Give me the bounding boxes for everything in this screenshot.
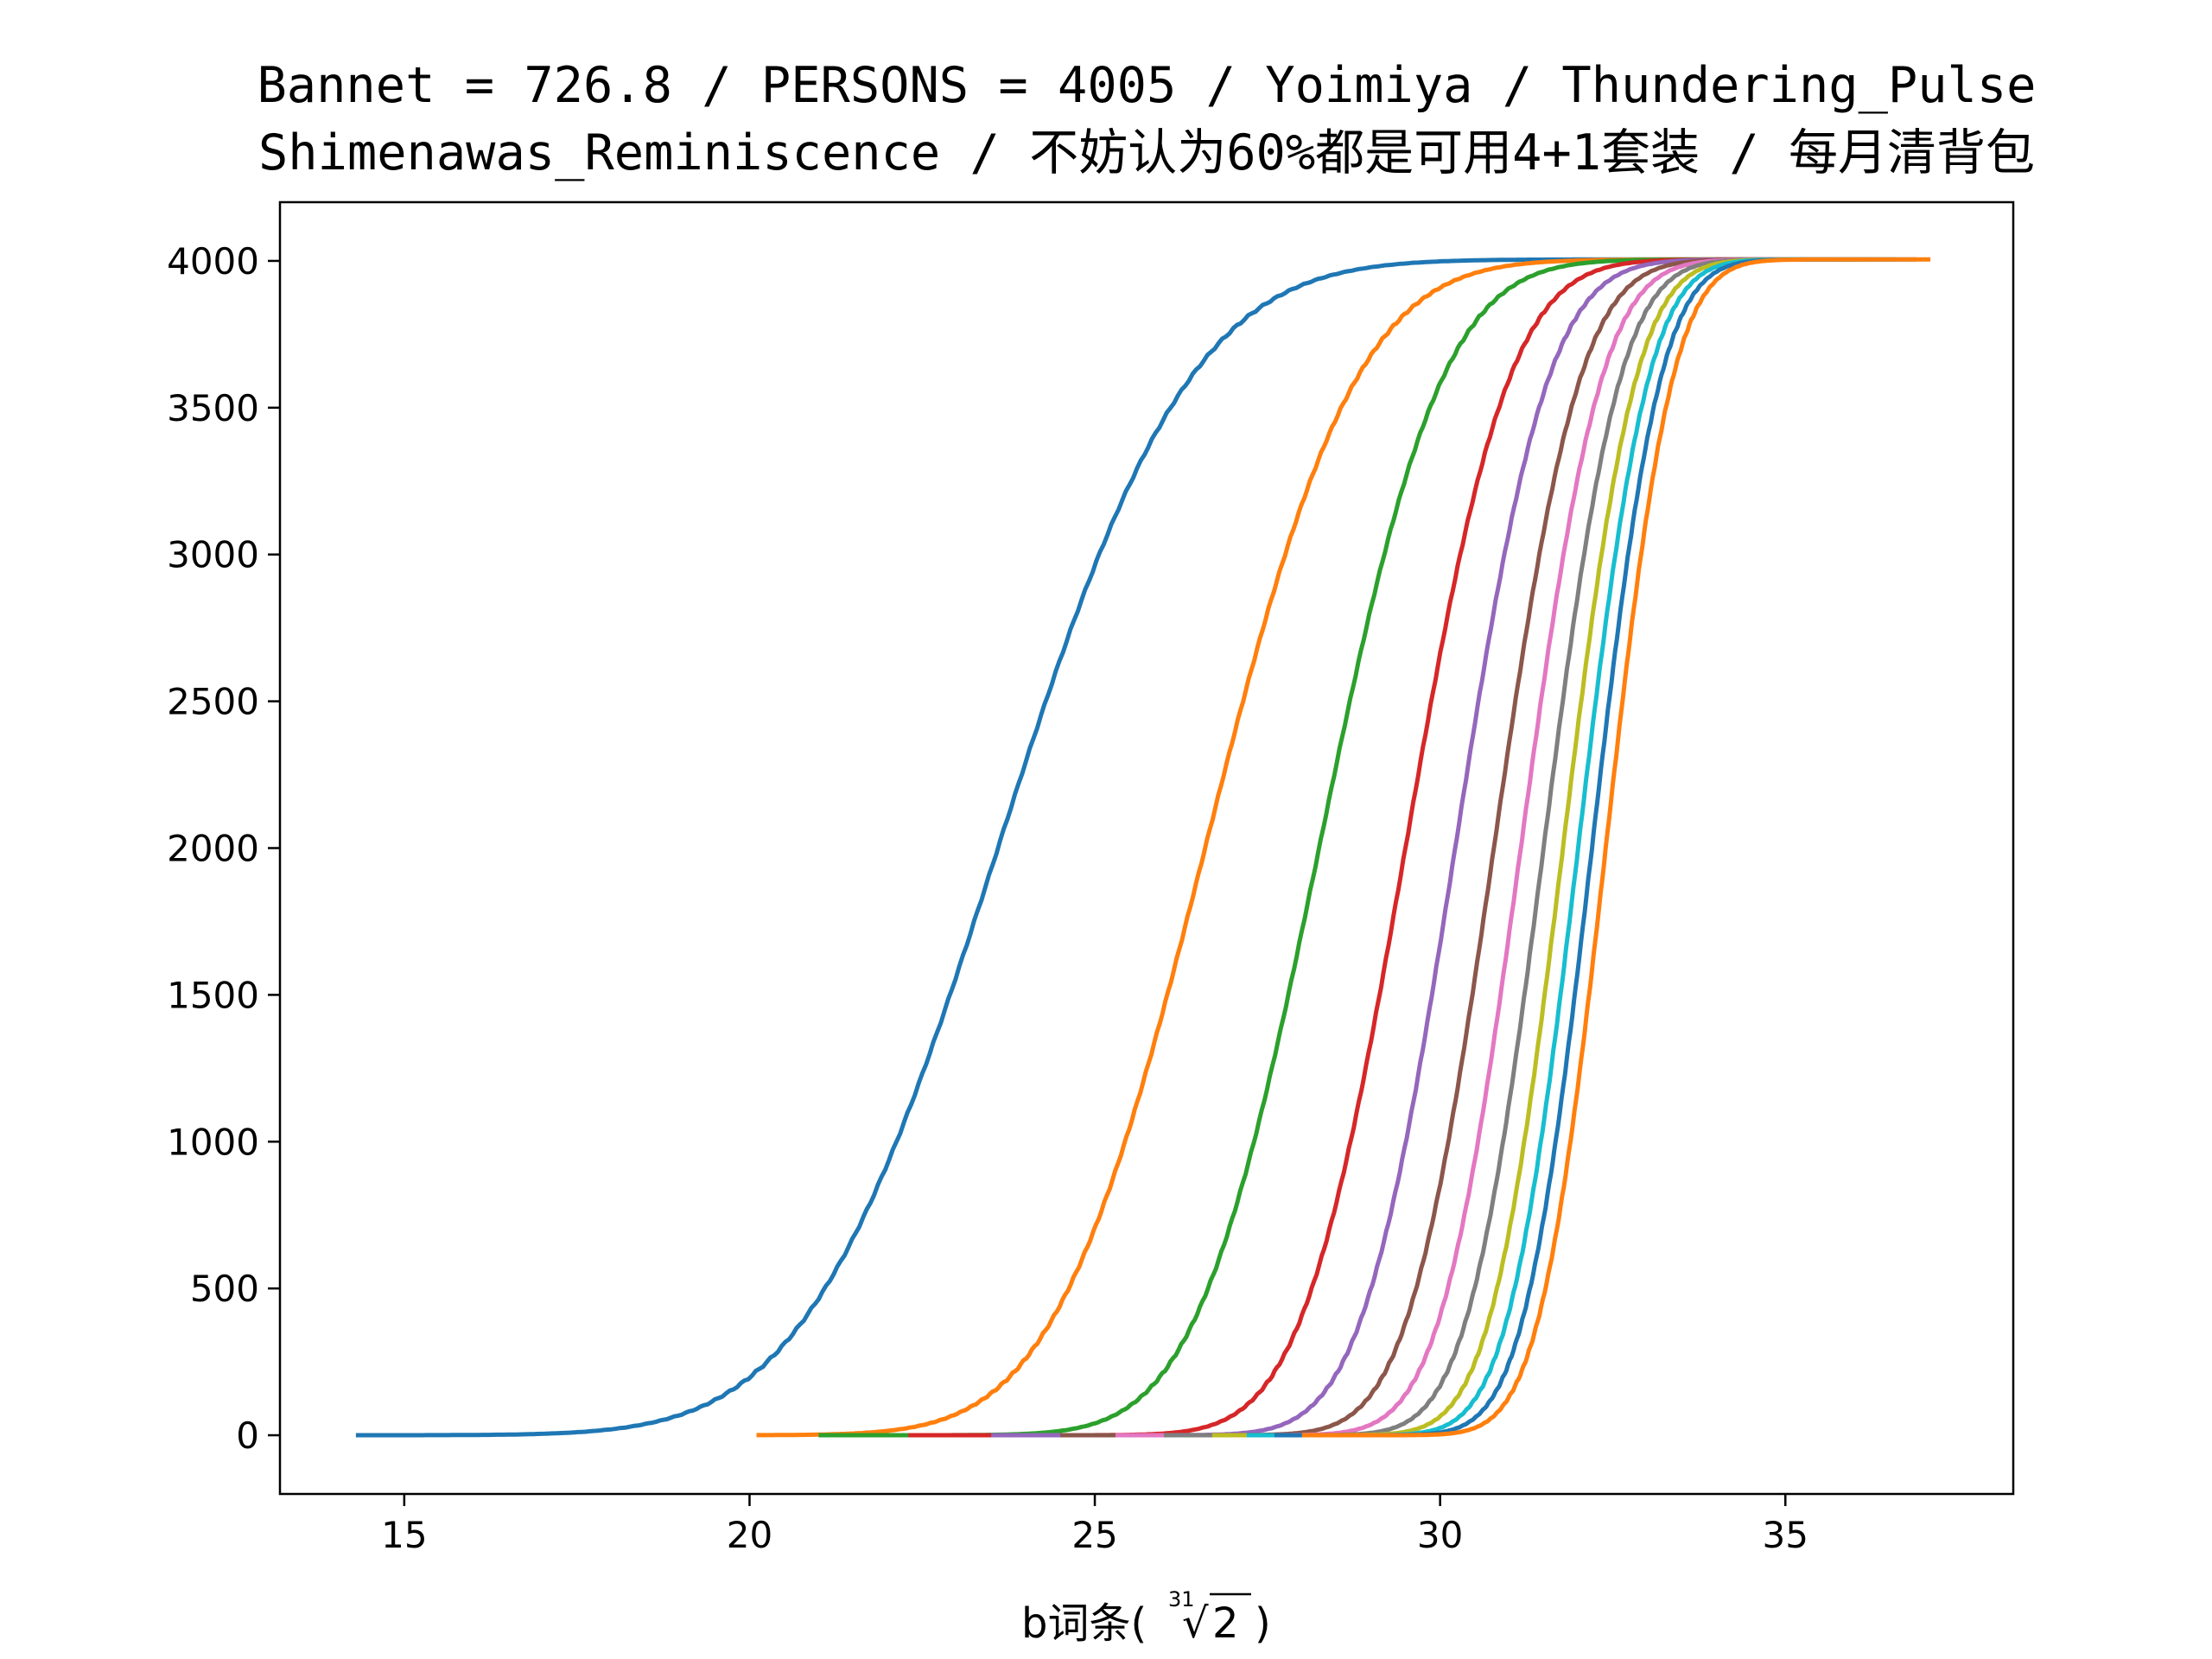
series-line-2 xyxy=(756,257,1758,1438)
x-axis-label-root-symbol: √ xyxy=(1182,1599,1209,1648)
y-tick-label: 3000 xyxy=(167,534,259,576)
y-tick-label: 0 xyxy=(236,1414,259,1457)
series-line-12 xyxy=(1301,257,1931,1438)
y-tick-label: 1500 xyxy=(167,974,259,1016)
x-tick-label: 30 xyxy=(1417,1514,1463,1556)
y-tick-label: 3500 xyxy=(167,387,259,429)
chart-title-line-1: Bannet = 726.8 / PERSONS = 4005 / Yoimiy… xyxy=(257,57,2036,114)
series-lines xyxy=(355,257,1931,1438)
x-tick-label: 20 xyxy=(727,1514,772,1556)
y-tick-label: 500 xyxy=(190,1268,259,1310)
x-axis: 15 20 25 30 35 xyxy=(381,1494,1808,1556)
y-tick-label: 2000 xyxy=(167,828,259,870)
chart-title-line-2: Shimenawas_Reminiscence / 不妨认为60%都是可用4+1… xyxy=(258,124,2035,181)
x-axis-label-radicand: 2 xyxy=(1212,1599,1239,1648)
y-axis: 0 500 1000 1500 2000 2500 3000 3500 4000 xyxy=(167,240,280,1457)
y-tick-label: 1000 xyxy=(167,1121,259,1163)
series-line-1 xyxy=(355,257,1689,1438)
svg-text:b词条(: b词条( xyxy=(1021,1599,1147,1648)
x-axis-label-main: b词条( xyxy=(1021,1599,1147,1648)
x-tick-label: 25 xyxy=(1071,1514,1117,1556)
x-axis-label: b词条( 31 √ 2 ) xyxy=(1021,1587,1271,1648)
x-axis-label-root-index: 31 xyxy=(1168,1587,1195,1611)
x-tick-label: 15 xyxy=(381,1514,427,1556)
x-tick-label: 35 xyxy=(1763,1514,1808,1556)
y-tick-label: 2500 xyxy=(167,681,259,723)
x-axis-label-close: ) xyxy=(1255,1599,1271,1648)
y-tick-label: 4000 xyxy=(167,240,259,283)
